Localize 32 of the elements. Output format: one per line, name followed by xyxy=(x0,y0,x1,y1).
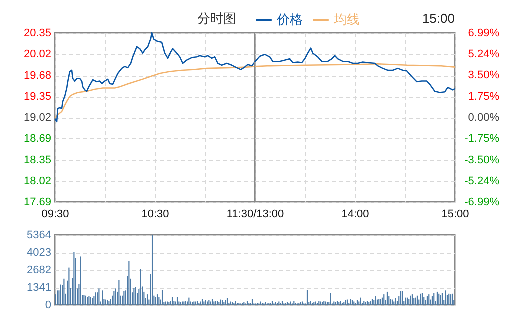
x-tick-label: 11:30/13:00 xyxy=(226,208,284,220)
text: -3.50% xyxy=(464,154,500,166)
x-tick-label: 09:30 xyxy=(42,208,70,220)
text: -1.75% xyxy=(464,133,500,146)
text: 3.50% xyxy=(468,70,500,82)
text: -6.99% xyxy=(464,196,500,208)
y-tick-label: 20.02 xyxy=(24,48,52,60)
text: 0.00% xyxy=(468,112,500,124)
y-tick-label: 2682 xyxy=(27,264,52,276)
y-tick-label: 18.35 xyxy=(24,154,52,167)
y-tick-label: 1341 xyxy=(27,282,52,294)
y-tick-label: 5364 xyxy=(27,230,52,242)
text: -5.24% xyxy=(464,175,500,188)
y-tick-label: 17.69 xyxy=(24,196,52,208)
y-tick-label: 4023 xyxy=(27,247,52,259)
x-tick-label: 14:00 xyxy=(342,208,370,220)
y-tick-label: 18.69 xyxy=(24,132,52,145)
y-tick-label: 19.35 xyxy=(24,91,52,104)
x-tick-label: 10:30 xyxy=(142,208,170,220)
legend-label: 价格 xyxy=(276,12,303,27)
y-tick-label: 19.02 xyxy=(24,112,52,124)
text: 6.99% xyxy=(468,28,500,40)
y-tick-label: 19.68 xyxy=(24,70,52,82)
text: 15:00 xyxy=(422,11,455,26)
legend-label: 均线 xyxy=(333,12,360,27)
text: 5.24% xyxy=(468,48,500,61)
y-tick-label: 20.35 xyxy=(24,28,52,40)
y-tick-label: 18.02 xyxy=(24,176,52,188)
y-tick-label: 0 xyxy=(45,300,52,312)
x-tick-label: 15:00 xyxy=(442,208,470,220)
text: 1.75% xyxy=(468,90,500,103)
chart-title: 分时图 xyxy=(198,11,236,26)
